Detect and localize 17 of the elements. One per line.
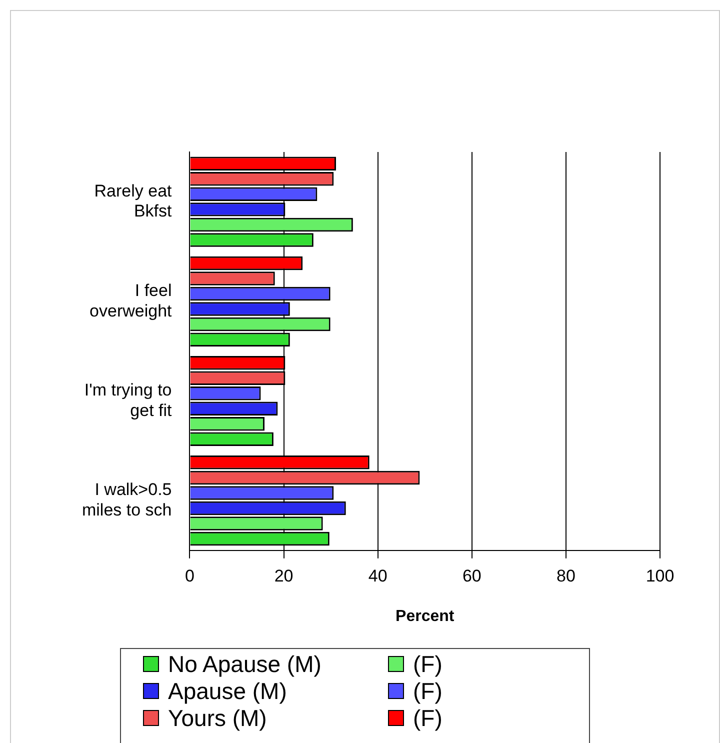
legend-label: (F)	[413, 705, 442, 731]
y-tick-label: Rarely eat Bkfst	[94, 181, 172, 221]
legend-label: (F)	[413, 678, 442, 704]
x-tick-label: 100	[646, 566, 674, 586]
legend-label: Yours (M)	[168, 705, 267, 731]
y-tick-label: I walk>0.5 miles to sch	[82, 480, 172, 520]
x-tick-label: 80	[556, 566, 576, 586]
x-axis-title: Percent	[396, 608, 455, 625]
x-tick-label: 0	[185, 566, 194, 586]
legend-label: Apause (M)	[168, 678, 287, 704]
x-tick-label: 40	[368, 566, 388, 586]
legend-label: (F)	[413, 651, 442, 677]
y-tick-label: I feel overweight	[90, 280, 172, 320]
x-tick-label: 60	[462, 566, 482, 586]
legend-label: No Apause (M)	[168, 651, 322, 677]
x-tick-label: 20	[274, 566, 294, 586]
y-tick-label: I'm trying to get fit	[84, 380, 172, 420]
